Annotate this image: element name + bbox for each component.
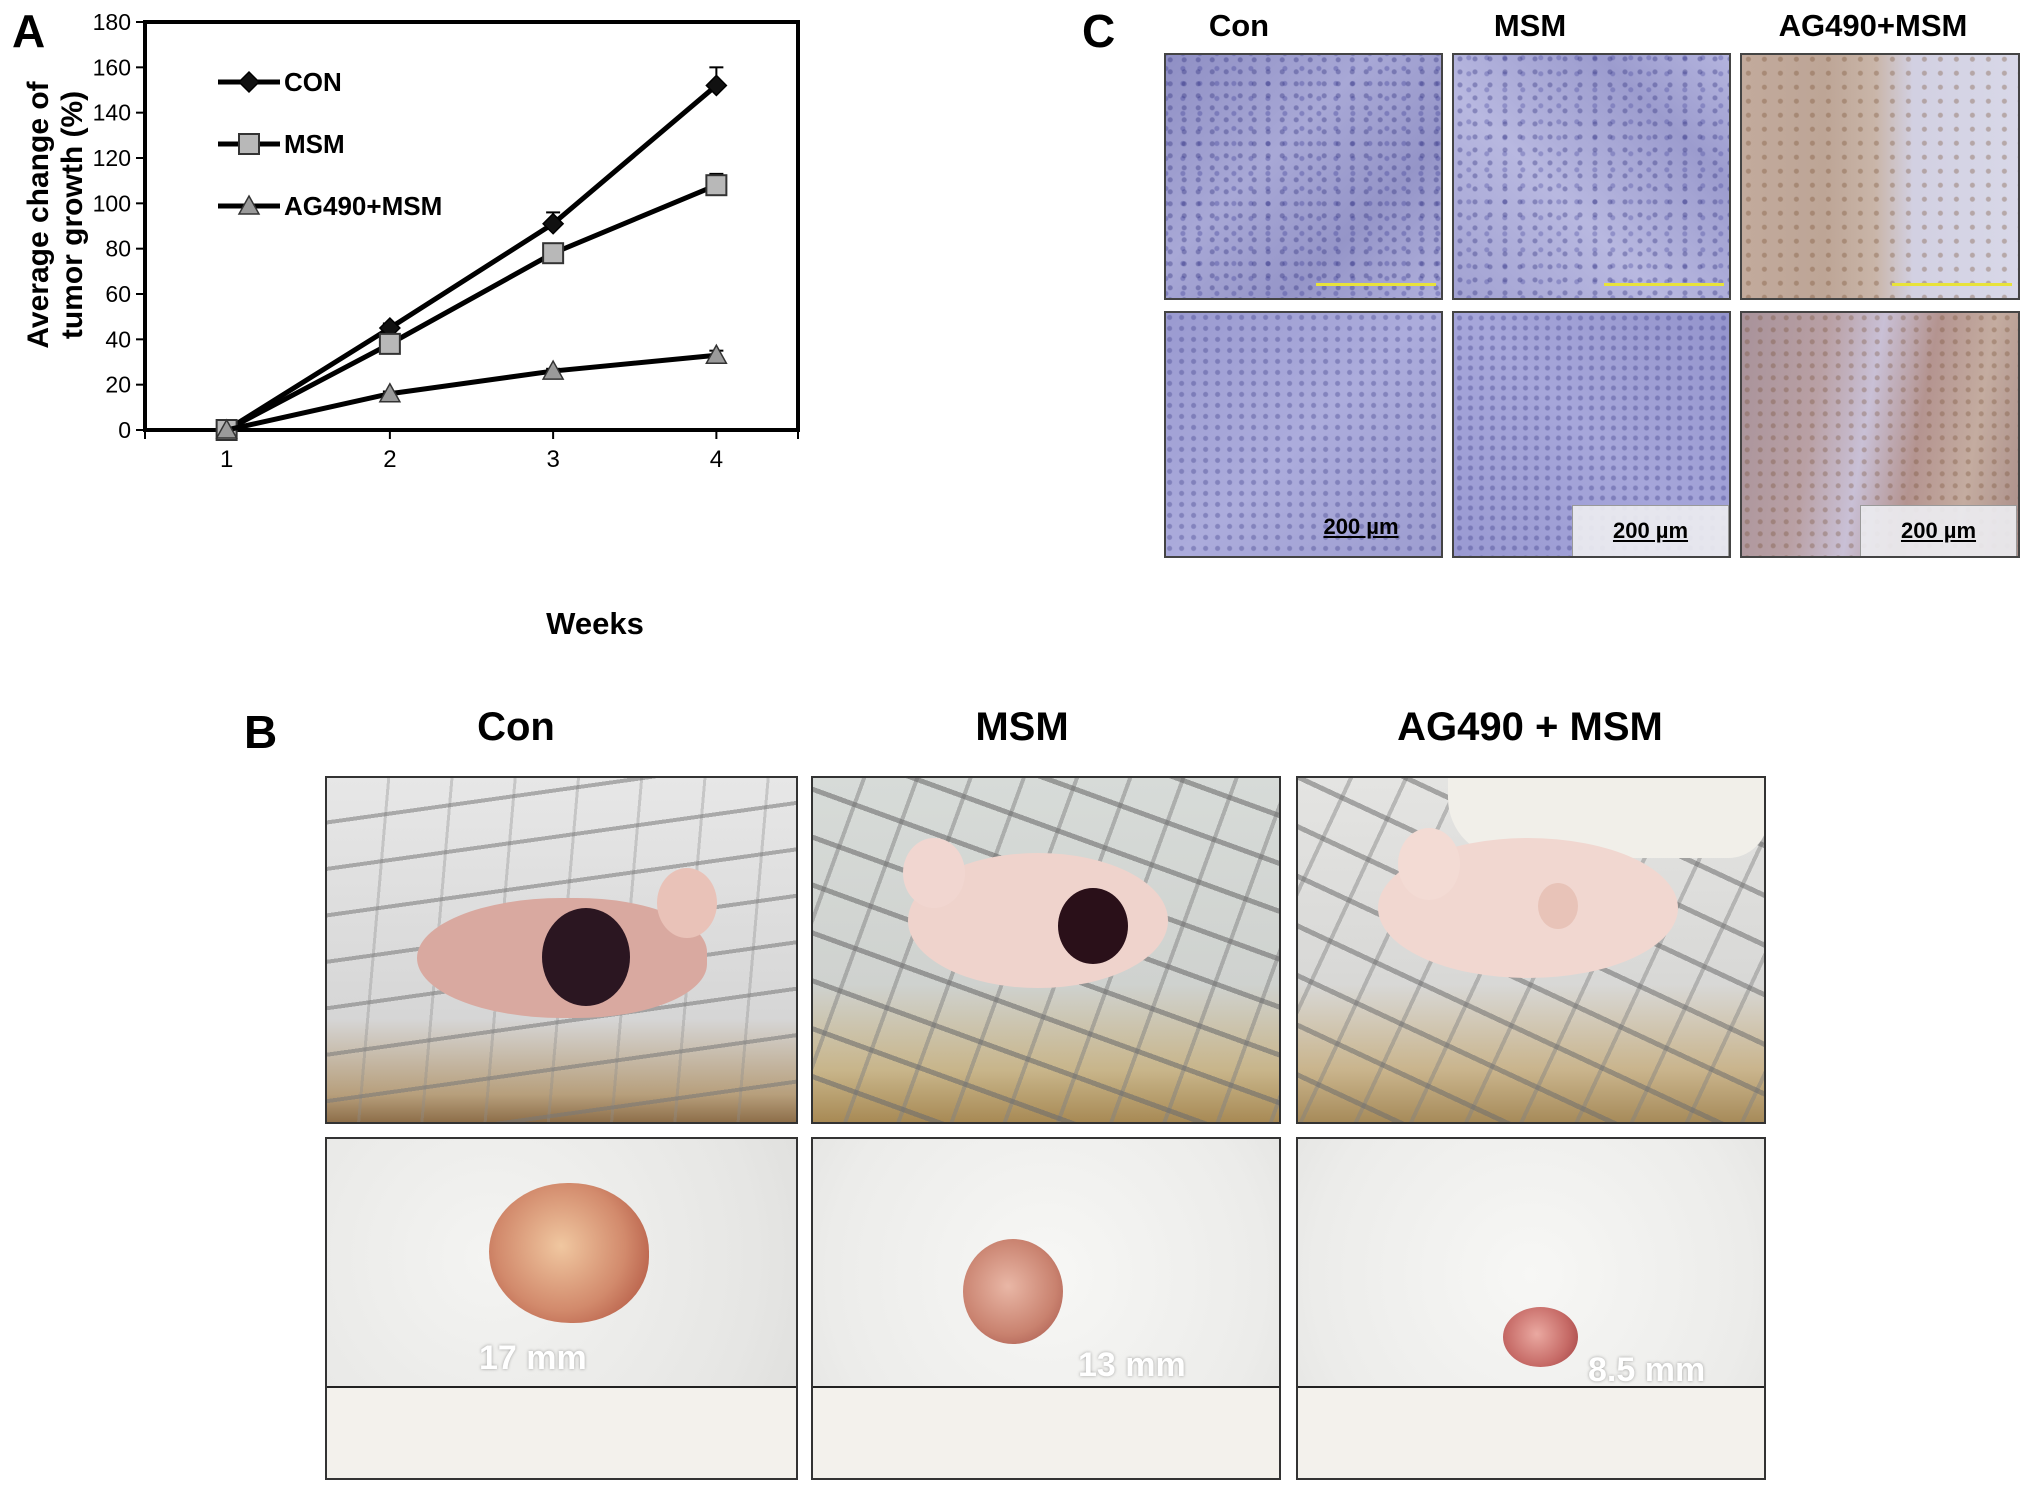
yellow-scale-mark (1316, 283, 1436, 286)
mouse-title-ag490-msm: AG490 + MSM (1397, 705, 1663, 749)
histology-title-con: Con (1208, 8, 1270, 43)
y-axis-label: Average change of tumor growth (%) (22, 80, 89, 348)
histology-image-ag490-msm-bottom: 200 µm (1740, 311, 2020, 558)
x-tick-label: 3 (546, 446, 559, 473)
scale-bar-msm: 200 µm (1572, 505, 1729, 556)
panel-label-b: B (244, 706, 278, 758)
x-tick-label: 4 (710, 446, 723, 473)
y-tick-label: 160 (93, 54, 131, 80)
plot-frame (143, 20, 800, 432)
y-tick-label: 80 (105, 236, 131, 262)
series-line-msm (225, 182, 718, 433)
y-axis-label-line-1: Average change of (22, 80, 55, 348)
series-line-con (225, 83, 718, 433)
excised-tumor (489, 1183, 649, 1323)
data-point-msm (542, 242, 565, 265)
y-tick-label: 140 (93, 100, 131, 126)
series-line-ag490-msm (226, 352, 717, 433)
legend-label-msm: MSM (284, 129, 345, 159)
y-tick-label: 20 (105, 372, 131, 398)
histology-title-ag490-msm: AG490+MSM (1778, 8, 1968, 43)
y-tick-label: 40 (105, 326, 131, 352)
yellow-scale-mark (1892, 283, 2012, 286)
y-tick-label: 60 (105, 281, 131, 307)
mouse-photo-msm (811, 776, 1281, 1124)
legend-label-ag490-msm: AG490+MSM (284, 191, 442, 221)
data-point-ag490-msm (378, 382, 402, 403)
legend-marker-con (237, 70, 261, 94)
scale-bar-con: 200 µm (1323, 514, 1399, 539)
histology-image-con-bottom: 200 µm (1164, 311, 1443, 558)
ruler (1298, 1386, 1764, 1478)
scale-bar-ag490-msm: 200 µm (1860, 505, 2017, 556)
histology-image-msm-top (1452, 53, 1731, 300)
legend-marker-msm (238, 133, 260, 155)
mouse-ear (657, 868, 717, 938)
data-point-msm (378, 332, 401, 355)
histology-image-msm-bottom: 200 µm (1452, 311, 1731, 558)
mouse-title-msm: MSM (975, 705, 1069, 749)
y-tick-label: 100 (93, 190, 131, 216)
data-point-con (542, 212, 565, 235)
histology-image-ag490-msm-top (1740, 53, 2020, 300)
excised-tumor-photo-msm: 13 mm (811, 1137, 1281, 1480)
mouse-photo-con (325, 776, 798, 1124)
tumor (1538, 883, 1578, 929)
ruler (327, 1386, 796, 1478)
y-tick-label: 180 (93, 9, 131, 35)
mouse-photo-ag490-msm (1296, 776, 1766, 1124)
histology-image-con-top (1164, 53, 1443, 300)
measurement-label-con: 17 mm (479, 1339, 587, 1377)
excised-tumor-photo-ag490-msm: 8.5 mm (1296, 1137, 1766, 1480)
measurement-label-msm: 13 mm (1078, 1346, 1186, 1384)
histology-title-msm: MSM (1493, 8, 1567, 43)
panel-label-a: A (12, 5, 46, 57)
data-point-msm (705, 174, 728, 197)
x-tick-label: 2 (383, 446, 396, 473)
data-point-ag490-msm (705, 343, 728, 364)
mouse-ear (903, 838, 965, 908)
y-tick-label: 0 (118, 417, 131, 443)
y-axis-label-line-2: tumor growth (%) (56, 91, 89, 339)
ruler (813, 1386, 1279, 1478)
excised-tumor (1503, 1307, 1578, 1367)
x-axis-label: Weeks (546, 606, 644, 640)
yellow-scale-mark (1604, 283, 1724, 286)
legend-label-con: CON (284, 67, 342, 97)
measurement-label-ag490-msm: 8.5 mm (1588, 1351, 1706, 1389)
excised-tumor (963, 1239, 1063, 1344)
tumor (542, 908, 630, 1006)
mouse-title-con: Con (477, 705, 555, 749)
y-tick-label: 120 (93, 145, 131, 171)
mouse-ear (1398, 828, 1460, 900)
data-point-con (705, 74, 728, 97)
tumor-growth-line-chart: Average change of tumor growth (%) Weeks… (22, 9, 800, 640)
x-tick-label: 1 (220, 446, 233, 473)
excised-tumor-photo-con: 17 mm (325, 1137, 798, 1480)
data-point-ag490-msm (215, 418, 238, 439)
legend-marker-ag490-msm (237, 194, 261, 215)
panel-label-c: C (1082, 5, 1116, 57)
tumor (1058, 888, 1128, 964)
data-point-ag490-msm (541, 359, 565, 380)
